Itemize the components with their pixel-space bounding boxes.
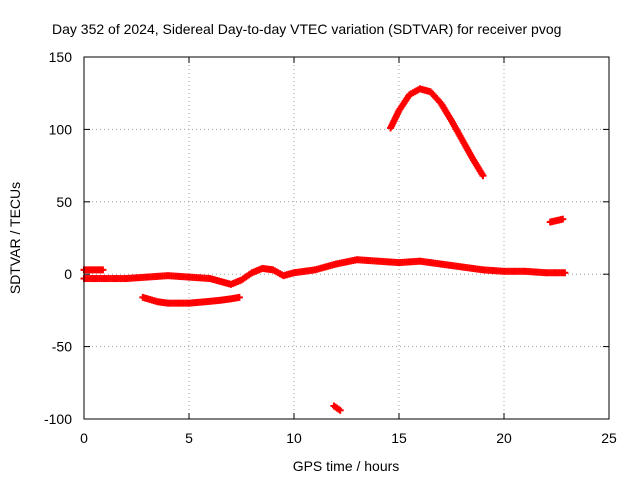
chart-title: Day 352 of 2024, Sidereal Day-to-day VTE…	[52, 21, 561, 37]
data-point	[559, 215, 567, 223]
axes: 0 5 10 15 20 25 -100 -50 0 50 100 150	[44, 49, 617, 446]
x-tick-label: 0	[80, 430, 88, 446]
x-tick-label: 10	[286, 430, 302, 446]
y-tick-label: -50	[52, 339, 72, 355]
y-axis-label: SDTVAR / TECUs	[7, 182, 23, 294]
y-tick-label: -100	[44, 411, 72, 427]
y-tick-label: 50	[56, 194, 72, 210]
x-tick-label: 15	[391, 430, 407, 446]
x-tick-label: 5	[185, 430, 193, 446]
data-point	[99, 266, 107, 274]
x-tick-label: 25	[601, 430, 617, 446]
x-tick-label: 20	[496, 430, 512, 446]
y-tick-label: 0	[64, 266, 72, 282]
plot-frame	[83, 56, 610, 420]
y-tick-label: 100	[49, 121, 73, 137]
data-point	[235, 293, 243, 301]
data-points	[80, 85, 569, 414]
data-point	[561, 269, 569, 277]
y-tick-label: 150	[49, 49, 73, 65]
x-axis-label: GPS time / hours	[293, 458, 400, 474]
grid	[84, 57, 609, 419]
data-point	[479, 172, 487, 180]
data-point	[336, 406, 344, 414]
